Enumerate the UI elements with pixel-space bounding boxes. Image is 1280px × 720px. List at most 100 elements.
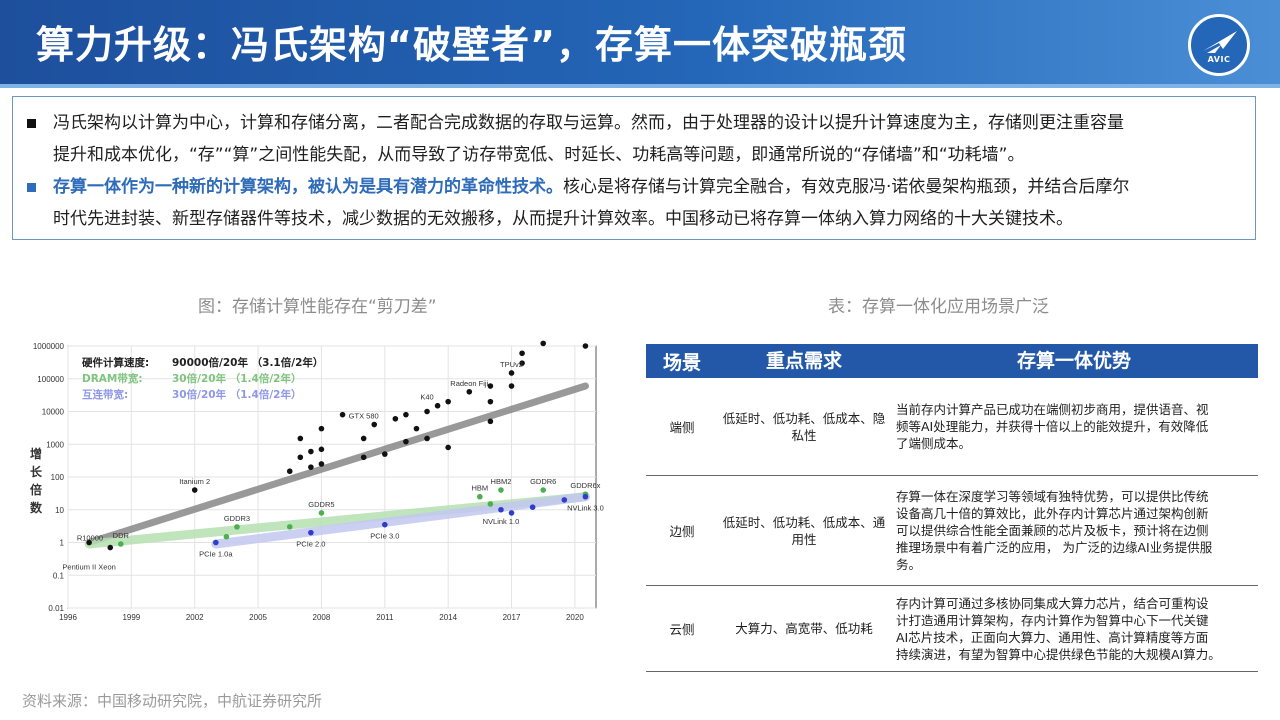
point-annotation: A100	[573, 340, 591, 342]
point-annotation: GDDR3	[224, 514, 250, 523]
point-annotation: R10000	[77, 534, 103, 543]
data-point	[508, 370, 515, 376]
y-tick-label: 0.1	[53, 571, 65, 580]
data-point	[382, 521, 388, 528]
data-point	[318, 510, 325, 516]
data-point	[582, 343, 589, 349]
header-advantage: 存算一体优势	[1016, 349, 1131, 372]
data-point	[445, 444, 451, 451]
table-caption: 表：存算一体化应用场景广泛	[828, 297, 1049, 317]
table-row: 边侧 低延时、低功耗、低成本、通用性 存算一体在深度学习等领域有独特优势，可以提…	[646, 476, 1258, 586]
data-point	[561, 497, 568, 503]
data-point	[360, 454, 367, 461]
data-point	[582, 493, 589, 500]
point-annotation: PCIe 1.0a	[199, 550, 233, 559]
point-annotation: K40	[420, 393, 433, 402]
data-point	[360, 435, 367, 442]
data-point	[487, 418, 494, 425]
data-point	[498, 487, 504, 493]
header-divider	[0, 84, 1280, 88]
cell-advantage: 存内计算可通过多核协同集成大算力芯片，结合可重构设 计打造通用计算架构，存内计算…	[890, 586, 1258, 671]
data-point	[86, 539, 92, 546]
adv-line: 了端侧成本。	[896, 436, 972, 451]
adv-line: 当前存内计算产品已成功在端侧初步商用，提供语音、视	[896, 402, 1209, 417]
adv-line: AI芯片技术，正面向大算力、通用性、高计算精度等方面	[896, 629, 1209, 645]
data-point	[424, 435, 430, 442]
data-point	[487, 383, 494, 389]
x-tick-label: 2011	[376, 613, 394, 622]
intro-p2-line2: 时代先进封装、新型存储器件等技术，减少数据的无效搬移，从而提升计算效率。中国移动…	[53, 209, 1073, 229]
data-point	[392, 415, 399, 422]
adv-line: 频等AI处理能力，并获得十倍以上的能效提升，有效降低	[896, 419, 1209, 434]
cell-advantage: 当前存内计算产品已成功在端侧初步商用，提供语音、视 频等AI处理能力，并获得十倍…	[890, 378, 1258, 475]
intro-p2-highlight: 存算一体作为一种新的计算架构，被认为是具有潜力的革命性技术。	[53, 177, 563, 197]
point-annotation: Pentium II Xeon	[62, 563, 115, 572]
x-tick-label: 2008	[313, 613, 331, 622]
trend-band	[211, 492, 590, 549]
data-point	[286, 524, 293, 530]
y-axis-label-char: 倍	[30, 482, 42, 497]
intro-p1-line1: 冯氏架构以计算为中心，计算和存储分离，二者配合完成数据的存取与运算。然而，由于处…	[53, 113, 1124, 133]
point-annotation: Itanium 2	[179, 477, 210, 486]
data-point	[445, 398, 451, 405]
data-point	[477, 493, 483, 500]
data-point	[223, 533, 230, 540]
cell-scene: 边侧	[669, 524, 695, 539]
data-point	[318, 461, 325, 467]
x-tick-label: 2014	[439, 613, 457, 622]
point-annotation: NVLink 1.0	[483, 517, 520, 526]
y-tick-label: 1	[60, 539, 65, 548]
data-point	[371, 421, 378, 428]
square-bullet-icon	[27, 183, 36, 192]
data-point	[540, 340, 546, 347]
table-header-row: 场景 重点需求 存算一体优势	[646, 344, 1258, 378]
data-point	[308, 448, 314, 455]
point-annotation: DDR	[113, 531, 130, 540]
point-annotation: PCIe 2.0	[296, 540, 325, 549]
avic-logo: AVIC	[1188, 14, 1250, 76]
cell-scene: 端侧	[669, 420, 695, 435]
table-row: 端侧 低延时、低功耗、低成本、隐私性 当前存内计算产品已成功在端侧初步商用，提供…	[646, 378, 1258, 476]
adv-line: 持续演进，有望为智算中心提供绿色节能的大规模AI算力。	[896, 646, 1221, 662]
point-annotation: NVLink 3.0	[567, 504, 604, 513]
cell-needs: 大算力、高宽带、低功耗	[735, 621, 873, 636]
data-point	[318, 425, 325, 432]
y-axis-label-char: 长	[30, 464, 43, 479]
scenario-table: 场景 重点需求 存算一体优势 端侧 低延时、低功耗、低成本、隐私性 当前存内计算…	[646, 344, 1258, 672]
data-point	[403, 411, 409, 418]
point-annotation: HBM	[472, 484, 489, 493]
cell-needs: 低延时、低功耗、低成本、通用性	[722, 514, 886, 547]
square-bullet-icon	[27, 119, 36, 128]
data-point	[508, 510, 515, 516]
point-annotation: TPUv2	[500, 360, 523, 369]
trend-band	[85, 382, 589, 546]
y-tick-label: 100000	[37, 375, 64, 384]
chart-caption: 图：存储计算性能存在“剪刀差”	[198, 297, 437, 317]
intro-paragraph-1: 冯氏架构以计算为中心，计算和存储分离，二者配合完成数据的存取与运算。然而，由于处…	[27, 107, 1241, 139]
legend-value: 30倍/20年 （1.4倍/2年）	[172, 372, 301, 385]
intro-paragraph-2: 存算一体作为一种新的计算架构，被认为是具有潜力的革命性技术。核心是将存储与计算完…	[27, 171, 1241, 203]
chart-svg: 0.01 0.1 1 10 100 1000 10000 100000 1000000 1996 1…	[30, 340, 604, 622]
header-needs: 重点需求	[765, 349, 842, 372]
data-point	[118, 541, 124, 547]
title-bar: 算力升级：冯氏架构“破壁者”，存算一体突破瓶颈 AVIC	[0, 0, 1280, 84]
adv-line: 存内计算可通过多核协同集成大算力芯片，结合可重构设	[896, 595, 1209, 611]
cell-needs: 低延时、低功耗、低成本、隐私性	[722, 410, 886, 443]
x-tick-label: 1999	[122, 613, 140, 622]
adv-line: 可以提供综合性能全面兼顾的芯片及板卡，预计将在边侧	[896, 523, 1209, 538]
data-point	[339, 411, 346, 418]
data-point	[519, 350, 525, 357]
intro-p1-line2: 提升和成本优化，“存”“算”之间性能失配，从而导致了访存带宽低、时延长、功耗高等…	[53, 145, 1025, 165]
data-point	[234, 524, 240, 530]
y-tick-label: 1000	[46, 440, 64, 449]
data-point	[308, 464, 314, 470]
data-point	[403, 438, 409, 445]
y-tick-label: 100	[51, 473, 65, 482]
legend-label: 互连带宽:	[82, 388, 128, 401]
header-scene: 场景	[662, 351, 701, 374]
data-point	[498, 506, 504, 513]
point-annotation: PCIe 3.0	[370, 532, 399, 541]
x-tick-label: 2002	[186, 613, 204, 622]
plane-icon	[1203, 31, 1237, 53]
point-annotation: Radeon Fiji	[450, 379, 488, 388]
